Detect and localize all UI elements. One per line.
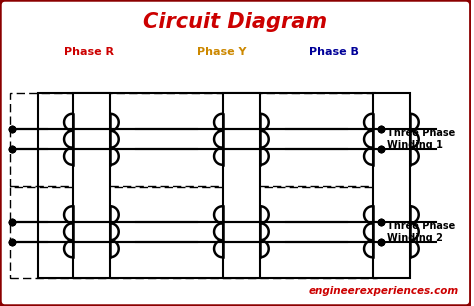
Bar bbox=[222, 93, 260, 278]
Text: Circuit Diagram: Circuit Diagram bbox=[143, 12, 328, 32]
Bar bbox=[10, 187, 377, 278]
Bar bbox=[373, 93, 410, 278]
Text: engineerexperiences.com: engineerexperiences.com bbox=[309, 286, 459, 296]
Text: Phase B: Phase B bbox=[310, 47, 359, 57]
Text: Phase R: Phase R bbox=[64, 47, 114, 57]
Text: Three Phase
Winding 2: Three Phase Winding 2 bbox=[387, 221, 456, 243]
Bar bbox=[10, 93, 377, 185]
Bar bbox=[73, 93, 110, 278]
Bar bbox=[38, 93, 375, 278]
Text: Three Phase
Winding 1: Three Phase Winding 1 bbox=[387, 129, 456, 150]
Text: Phase Y: Phase Y bbox=[197, 47, 246, 57]
